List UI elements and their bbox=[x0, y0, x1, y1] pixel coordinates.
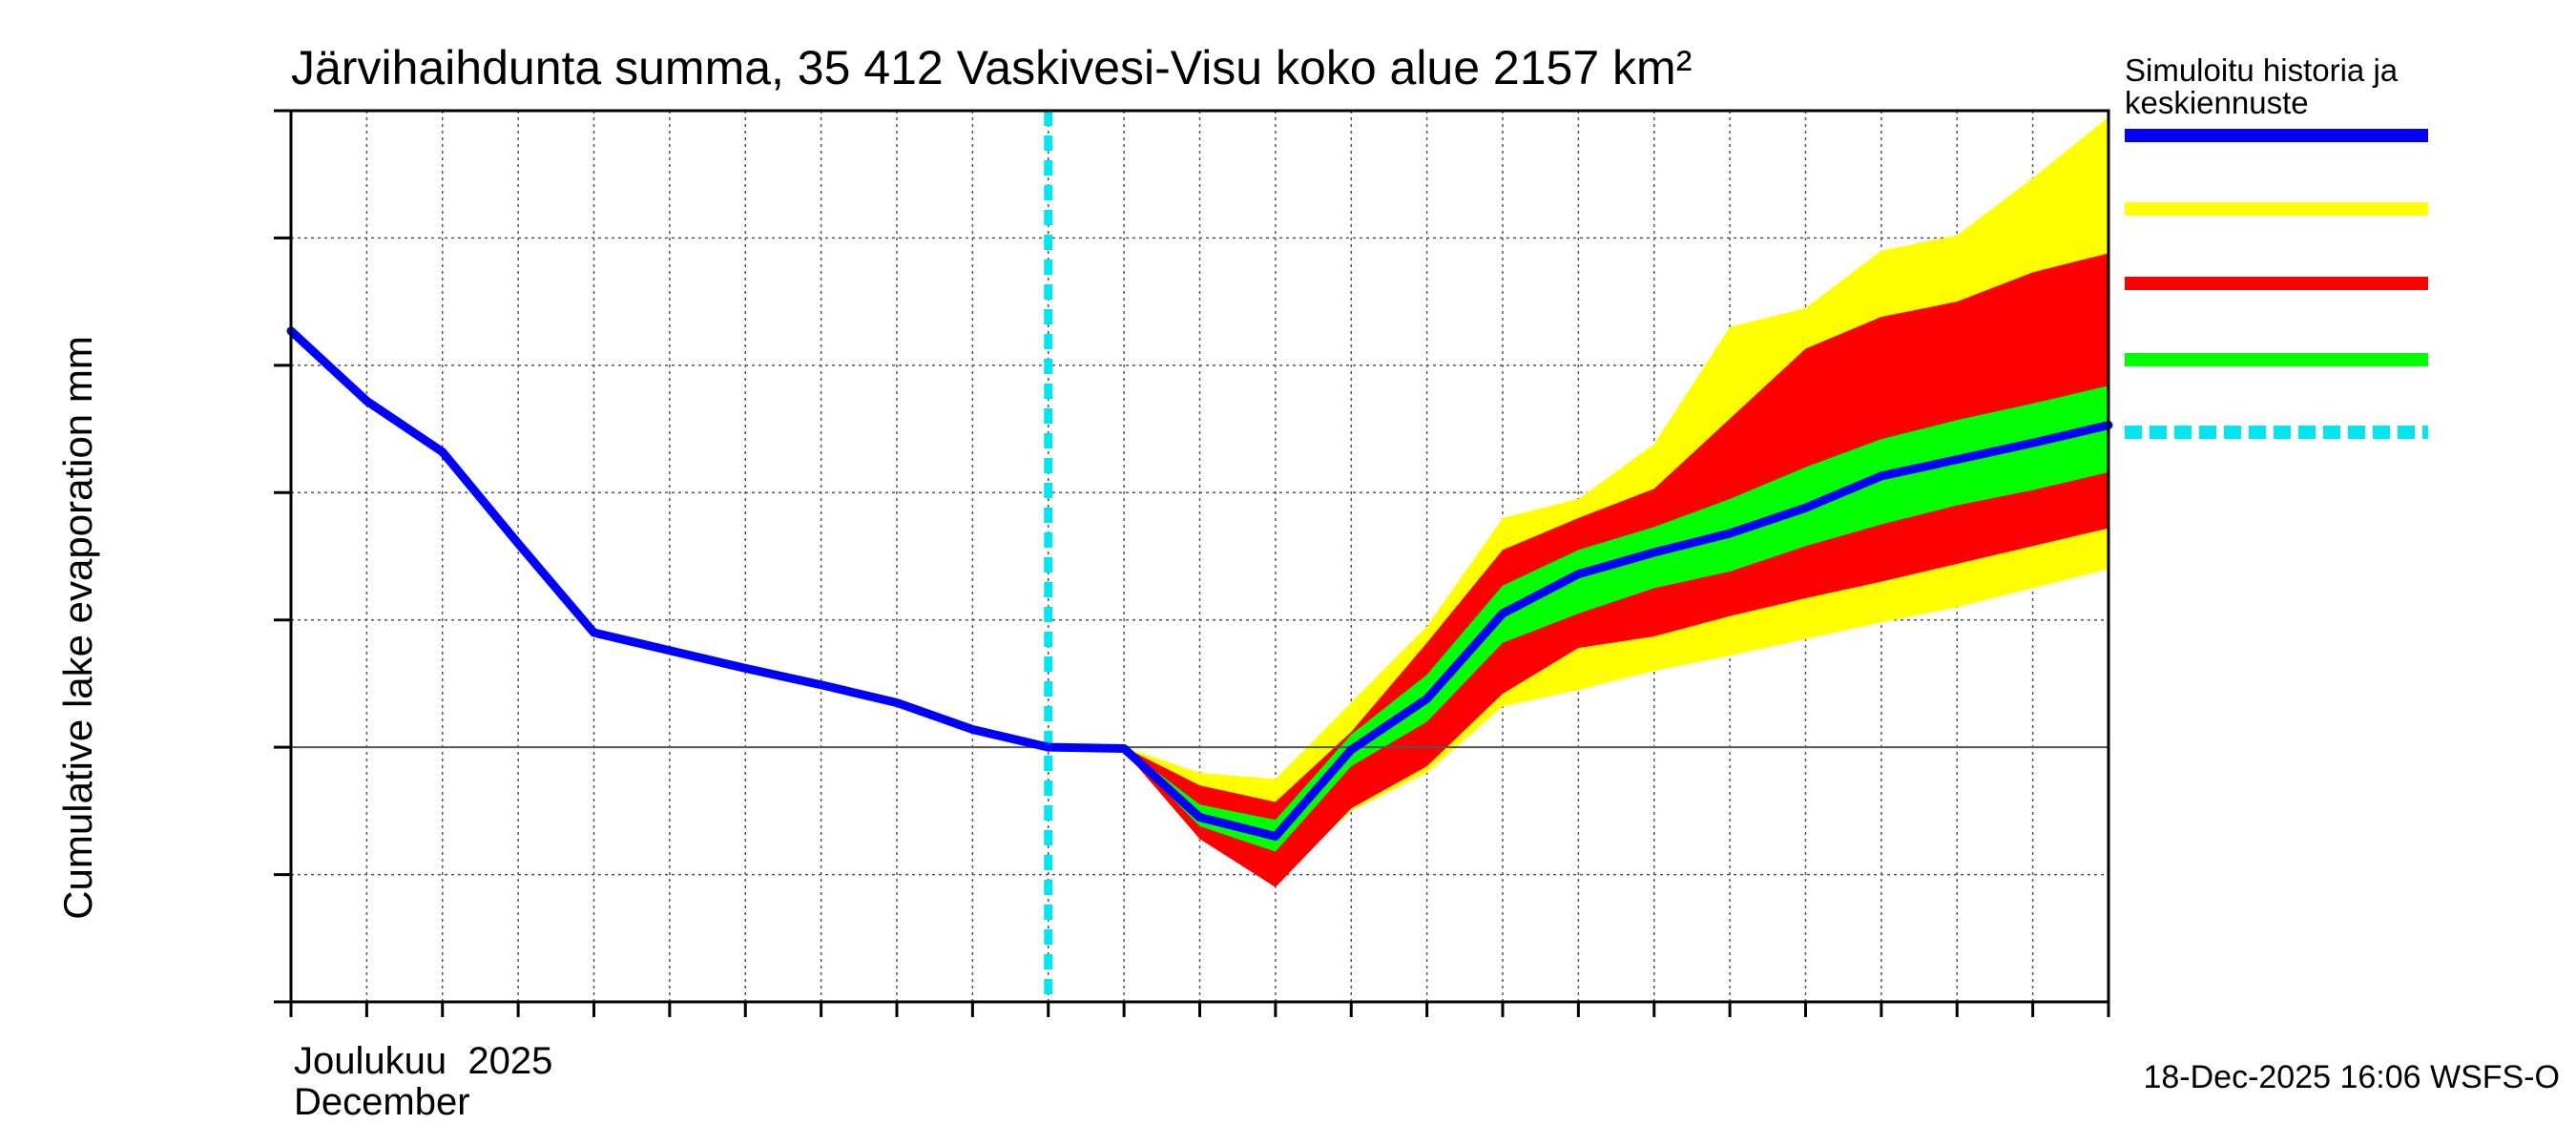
series-point bbox=[1423, 695, 1431, 703]
series-point bbox=[968, 725, 977, 734]
band-25-75 bbox=[1048, 385, 2109, 852]
series-point bbox=[1726, 529, 1735, 537]
series-point bbox=[363, 397, 371, 406]
legend-label-history: Simuloitu historia ja keskiennuste bbox=[2125, 52, 2399, 120]
series-point bbox=[1044, 743, 1052, 752]
legend: Simuloitu historia ja keskiennuste bbox=[2125, 52, 2428, 439]
y-axis-label: Cumulative lake evaporation mm bbox=[55, 336, 100, 920]
x-axis-ticks bbox=[289, 1002, 2110, 1017]
series-point bbox=[665, 646, 674, 655]
timestamp-footer: 18-Dec-2025 16:06 WSFS-O bbox=[2143, 1059, 2560, 1095]
series-point bbox=[1953, 455, 1962, 464]
series-point bbox=[1877, 471, 1885, 480]
series-point bbox=[2028, 439, 2037, 448]
series-point bbox=[1499, 610, 1506, 618]
y-axis-ticks bbox=[274, 109, 291, 1004]
band-range bbox=[1048, 116, 2109, 882]
series-point bbox=[590, 629, 598, 637]
series-point bbox=[514, 539, 523, 548]
x-axis-month-label: Joulukuu 2025 bbox=[294, 1040, 552, 1082]
series-point bbox=[1801, 504, 1810, 512]
x-axis-month-label-en: December bbox=[294, 1081, 470, 1123]
series-point bbox=[1195, 813, 1204, 822]
series-lines bbox=[286, 326, 2113, 842]
series-point bbox=[1271, 832, 1279, 841]
series-point bbox=[438, 448, 447, 456]
series-point bbox=[1120, 744, 1129, 753]
series-point bbox=[1347, 745, 1356, 754]
series-point bbox=[741, 664, 750, 673]
series-point bbox=[1574, 570, 1583, 578]
series-point bbox=[893, 698, 901, 707]
series-point bbox=[1650, 548, 1658, 556]
chart-title: Järvihaihdunta summa, 35 412 Vaskivesi-V… bbox=[291, 41, 1692, 94]
series-point bbox=[817, 680, 825, 689]
